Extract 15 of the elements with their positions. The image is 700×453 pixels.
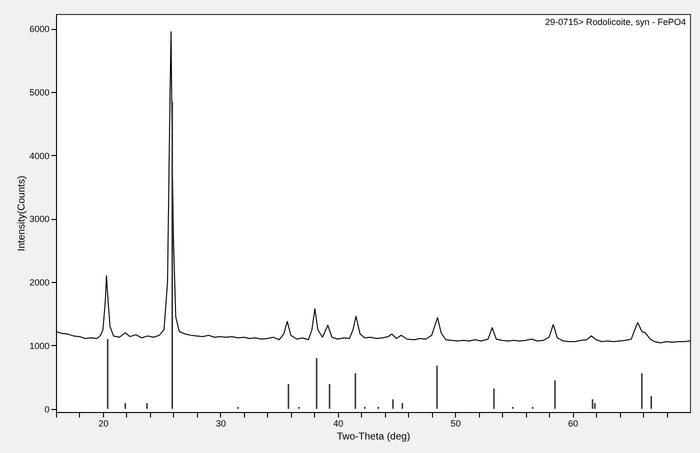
x-tick-label: 30 (216, 418, 226, 428)
y-tick-label: 1000 (29, 340, 50, 351)
x-tick-label: 20 (98, 418, 108, 428)
y-tick-label: 3000 (29, 214, 50, 224)
x-tick-label: 50 (450, 418, 461, 428)
y-tick-label: 5000 (29, 87, 50, 98)
y-tick-label: 4000 (29, 150, 50, 161)
x-tick-label: 40 (333, 418, 344, 428)
y-tick-label: 6000 (29, 24, 50, 34)
x-tick-label: 60 (568, 418, 578, 428)
x-axis-title: Two-Theta (deg) (336, 432, 410, 442)
y-tick-label: 0 (44, 404, 50, 414)
annotation: 29-0715> Rodolicoite, syn - FePO4 (545, 17, 686, 27)
y-tick-label: 2000 (29, 278, 50, 288)
y-axis-title: Intensity(Counts) (16, 176, 28, 252)
